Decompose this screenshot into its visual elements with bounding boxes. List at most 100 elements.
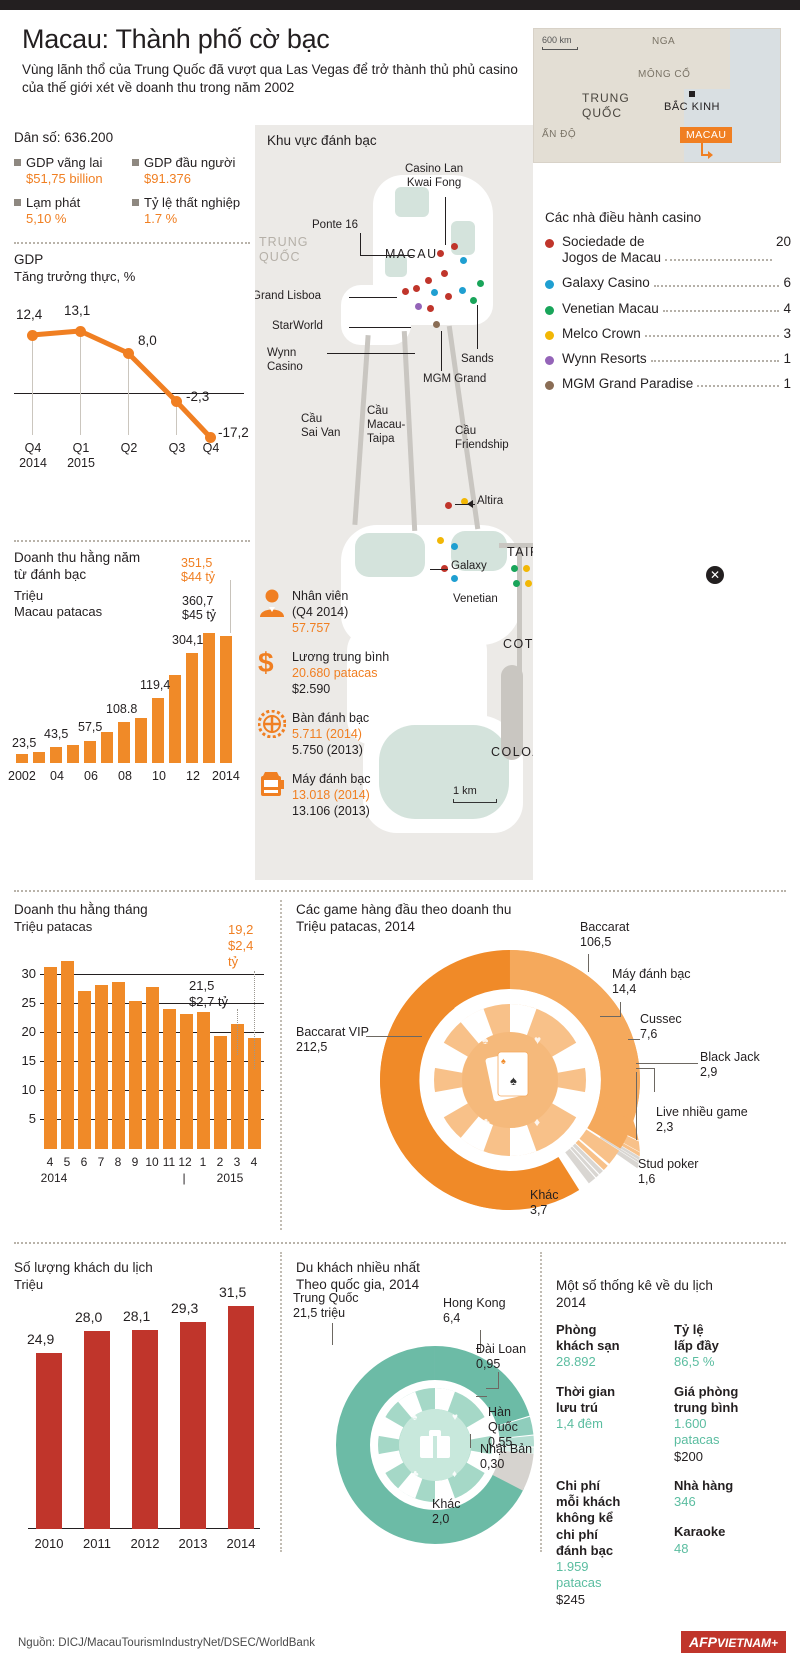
monthly-x-tick: 1 [199,1155,207,1170]
tourist-bar [228,1306,254,1530]
visitors-label-china: Trung Quốc 21,5 triệu [293,1291,359,1320]
monthly-revenue-section: Doanh thu hằng tháng Triệu patacas 30 25… [14,902,268,1185]
map-label-sands: Sands [461,353,494,365]
map-casino-dot [402,288,409,295]
map-label-starworld: StarWorld [272,320,323,332]
gdp-point [75,326,86,338]
annual-revenue-chart: 351,5 $44 tỷ 360,7 $45 tỷ 23,5 43,5 57,5… [8,556,252,783]
gdp-chart-title: GDP [14,252,44,267]
locator-pointer-icon [701,141,713,159]
map-scale: 1 km [453,785,497,803]
map-casino-dot [445,502,452,509]
top-games-section: Các game hàng đầu theo doanh thu Triệu p… [296,902,796,936]
monthly-x-tick: 11 [162,1155,176,1170]
operator-dot-icon [545,239,554,248]
annual-value-label: 43,5 [44,727,69,742]
annual-x-tick: 10 [152,769,166,784]
map-region-taipa: TAIPA [507,545,533,559]
fact-unemployment: Tỷ lệ thất nghiệp 1.7 % [132,195,250,228]
tourist-x-tick: 2012 [130,1536,160,1552]
map-label-grand-lisboa: Grand Lisboa [255,290,322,302]
leader-line [600,1016,621,1017]
map-casino-dot [437,537,444,544]
gdp-value-label: 13,1 [64,303,91,319]
leader-line [332,1323,333,1345]
operator-dot-icon [545,305,554,315]
slot-machine-icon [258,771,292,819]
map-leader [360,233,361,255]
leader-line [636,1072,637,1140]
map-casino-dot [459,287,466,294]
monthly-x-tick: 10 [145,1155,159,1170]
stat-value: 20.680 patacas [292,666,378,680]
fact-gdp-percapita: GDP đầu người $91.376 [132,155,250,188]
monthly-y-tick: 10 [21,1082,36,1098]
monthly-x-tick: 6 [80,1155,88,1170]
visitors-label-other: Khác 2,0 [432,1497,461,1526]
footer: Nguồn: DICJ/MacauTourismIndustryNet/DSEC… [0,1629,800,1663]
monthly-x-tick: 12 [178,1155,192,1170]
stat-average-wage: $ Lương trung bình 20.680 patacas $2.590 [258,649,443,697]
fact-inflation: Lạm phát 5,10 % [14,195,132,228]
tourist-value-label: 28,1 [123,1308,151,1325]
map-leader [349,297,397,298]
map-label-cau-sai-van: Cầu Sai Van [301,413,341,439]
leader-dots [653,284,780,287]
monthly-bar [112,982,125,1150]
annual-bar [203,633,215,764]
map-casino-dot [451,243,458,250]
games-label-live-multi-game: Live nhiều game 2,3 [656,1105,748,1134]
tourism-stat-spend-per-visitor: Chi phí mỗi khách không kể chi phí đánh … [556,1477,621,1607]
stat-slot-machines: Máy đánh bạc 13.018 (2014) 13.106 (2013) [258,771,443,819]
map-landmass-peninsula [341,285,411,345]
map-green-area [395,187,429,217]
map-casino-dot [431,289,438,296]
map-label-venetian: Venetian [453,593,498,605]
leader-line [588,954,589,972]
monthly-callout-mar2015: 21,5 $2,7 tỷ [189,977,229,1009]
gdp-point [205,432,216,444]
map-label-casino-lan-kwai-fong: Casino Lan Kwai Fong [405,163,464,189]
annual-revenue-section: Doanh thu hằng năm từ đánh bạc Triệu Mac… [8,550,254,783]
leader-line [498,1372,499,1388]
map-leader [441,331,442,371]
gdp-value-label: 8,0 [138,333,157,349]
annual-bar [118,722,130,764]
leader-dots [697,385,780,388]
locator-label-india: ẤN ĐỘ [542,129,577,140]
operator-row: MGM Grand Paradise 1 [545,376,791,392]
map-label-wynn-casino: Wynn Casino [267,347,303,373]
monthly-year-2015: 2015 [216,1171,244,1186]
stat-label: Máy đánh bạc [292,772,371,786]
map-leader [349,327,411,328]
monthly-y-tick: 15 [21,1053,36,1069]
tourist-value-label: 24,9 [27,1331,55,1348]
locator-label-china: TRUNG QUỐC [582,91,630,120]
monthly-y-tick: 30 [21,966,36,982]
map-casino-dot [523,565,530,572]
population-label: Dân số: 636.200 [14,130,114,145]
capital-dot [689,91,695,97]
annual-value-label: 119,4 [140,678,171,693]
map-label-altira: Altira [477,495,504,507]
monthly-bar [248,1038,261,1150]
bullet-square-icon [132,159,139,166]
tourism-stat-stay-length: Thời gian lưu trú 1,4 đêm [556,1383,616,1432]
tourists-subtitle: Triệu [14,1276,44,1292]
leader-line [366,1036,422,1037]
annual-x-tick: 04 [50,769,64,784]
dollar-icon: $ [258,647,274,678]
leader-line [486,1388,499,1389]
employee-icon [258,588,292,636]
stat-label: Lương trung bình [292,650,390,664]
tourism-stat-hotel-rooms: Phòng khách sạn 28.892 [556,1321,620,1370]
leader-line [620,1002,621,1016]
operators-title: Các nhà điều hành casino [545,210,702,225]
tourist-value-label: 31,5 [219,1284,247,1301]
locator-map: 600 km NGA MÔNG CỔ ẤN ĐỘ TRUNG QUỐC BẮC … [533,28,781,163]
monthly-x-tick: 8 [114,1155,122,1170]
locator-label-mongolia: MÔNG CỔ [638,69,691,80]
leader-line [476,1396,487,1397]
map-label-cau-friendship: Cầu Friendship [455,425,509,451]
games-title: Các game hàng đầu theo doanh thu [296,902,512,917]
